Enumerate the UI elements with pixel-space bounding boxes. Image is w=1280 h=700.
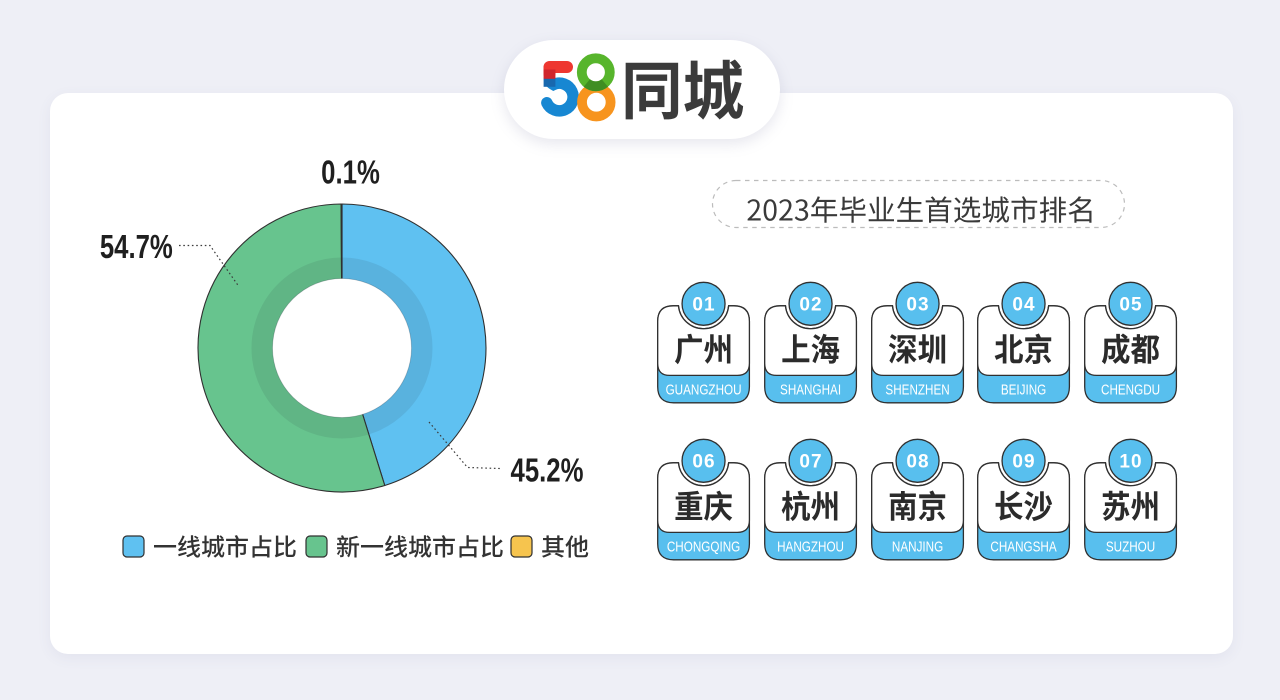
svg-text:CHENGDU: CHENGDU [1101,381,1160,398]
svg-text:BEIJING: BEIJING [1001,381,1046,398]
svg-text:54.7%: 54.7% [100,229,173,266]
svg-text:04: 04 [1013,295,1036,316]
svg-text:10: 10 [1120,452,1143,473]
svg-text:45.2%: 45.2% [511,453,584,490]
svg-text:02: 02 [799,295,822,316]
svg-text:07: 07 [799,452,822,473]
svg-text:03: 03 [906,295,929,316]
svg-text:CHONGQING: CHONGQING [667,538,740,555]
svg-text:01: 01 [692,295,715,316]
svg-text:0.1%: 0.1% [321,155,380,192]
svg-text:SHENZHEN: SHENZHEN [885,381,949,398]
svg-text:CHANGSHA: CHANGSHA [991,538,1057,555]
svg-text:SUZHOU: SUZHOU [1106,538,1155,555]
svg-text:09: 09 [1013,452,1036,473]
svg-text:06: 06 [692,452,715,473]
svg-text:GUANGZHOU: GUANGZHOU [665,381,741,398]
svg-text:08: 08 [906,452,929,473]
svg-text:05: 05 [1120,295,1143,316]
svg-text:HANGZHOU: HANGZHOU [777,538,844,555]
svg-text:SHANGHAI: SHANGHAI [780,381,841,398]
svg-text:NANJING: NANJING [891,538,942,555]
